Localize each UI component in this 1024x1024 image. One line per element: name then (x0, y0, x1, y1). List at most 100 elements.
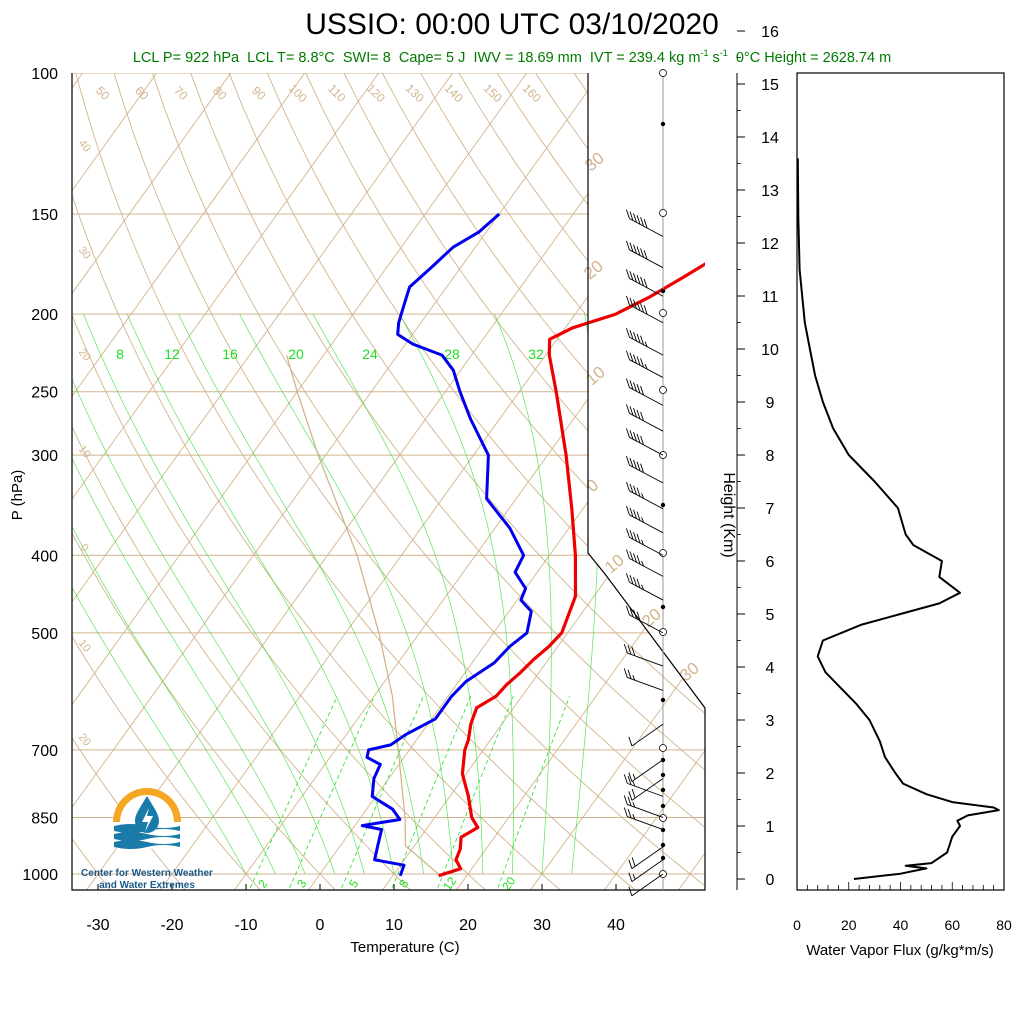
wind-barb-feather (633, 299, 637, 309)
wind-barb-half-feather (641, 539, 644, 546)
wind-level-dot (660, 803, 666, 809)
moist-adiabat-line (83, 313, 365, 875)
wind-barb-staff (629, 304, 664, 324)
height-axis-label: Height (Km) (720, 472, 737, 557)
wind-barb-feather (633, 609, 637, 619)
wind-barb-feather (626, 605, 630, 616)
chart-subtitle: LCL P= 922 hPa LCL T= 8.8°C SWI= 8 Cape=… (0, 48, 1024, 66)
wind-barb-feather (626, 481, 630, 492)
moist-adiabat-line (72, 313, 276, 875)
wind-barb-feather (633, 553, 637, 563)
wind-barb-feather (633, 532, 637, 542)
ivt-prefix: IVT = 239.4 kg m (589, 49, 701, 66)
wind-barb-feather (629, 430, 634, 440)
ivt-text: IVT = 239.4 kg m-1 s-1 (589, 48, 728, 66)
wind-barb-half-feather (632, 780, 636, 787)
wind-barb-feather (626, 549, 630, 559)
isotherm-line (231, 73, 705, 890)
mixing-ratio-label: 28 (444, 346, 460, 362)
wind-barb-feather (629, 530, 634, 540)
wind-barb-feather (626, 573, 630, 583)
wind-barb-feather (626, 456, 630, 466)
freezing-height-text: 0°C Height = 2628.74 m (735, 49, 892, 66)
theta-label: 10 (76, 638, 93, 655)
flux-tick-label: 60 (944, 917, 960, 933)
wind-barb-feather (631, 788, 636, 799)
theta-label: 40 (76, 138, 93, 155)
wind-barb-staff (629, 249, 664, 269)
theta-e-label: 10 (582, 362, 609, 389)
wind-barb-feather (636, 246, 641, 256)
wind-barb-staff (627, 652, 664, 667)
moist-adiabat-line (399, 313, 514, 874)
mixing-ratio-line (495, 696, 570, 890)
mixing-ratio-bottom-label: 5 (346, 877, 361, 891)
isotherm-line (453, 73, 705, 890)
wind-barb-feather (643, 218, 648, 229)
wind-barb-feather (640, 217, 645, 227)
isotherm-line (72, 73, 392, 890)
isotherm-label: 70 (171, 83, 191, 103)
wind-barb-feather (633, 509, 637, 519)
wind-barb-feather (636, 578, 641, 589)
wind-level-circle (659, 386, 667, 394)
wind-barb-feather (633, 382, 637, 392)
flux-tick-label: 40 (893, 917, 909, 933)
wind-barb-half-feather (632, 774, 636, 780)
wind-barb-feather (636, 384, 641, 394)
wind-barb-staff (631, 873, 664, 897)
wind-barb-feather (640, 276, 645, 287)
dry-adiabat-line (228, 73, 705, 890)
wind-barb-staff (629, 514, 664, 534)
isotherm-label: 120 (364, 81, 388, 105)
wind-barb-feather (626, 528, 630, 538)
wind-barb-staff (631, 859, 664, 882)
wind-barb-staff (627, 804, 664, 818)
wind-barb-staff (629, 436, 664, 456)
mixing-ratio-label: 12 (164, 346, 180, 362)
wind-barb-feather (626, 404, 630, 414)
wind-level-dot (660, 855, 666, 861)
wind-barb-feather (636, 301, 641, 311)
wind-barb-staff (629, 614, 664, 634)
height-tick-label: 2 (766, 766, 775, 783)
mixing-ratio-label: 32 (528, 346, 544, 362)
wind-barb-column (623, 69, 667, 897)
wind-barb-feather (636, 356, 641, 366)
wind-barb-feather (636, 461, 641, 471)
wind-barb-feather (626, 209, 630, 219)
cape-text: Cape= 5 J (398, 49, 466, 66)
wind-barb-staff (629, 464, 664, 484)
wind-barb-feather (626, 378, 630, 388)
height-tick-label: 4 (766, 660, 775, 677)
wind-barb-feather (629, 551, 634, 561)
mixing-ratio-line (286, 696, 375, 890)
height-tick-label: 14 (761, 130, 779, 147)
temperature-tick-label: 20 (459, 917, 477, 934)
moist-adiabat-line (126, 313, 395, 875)
parcel-path-line (285, 354, 439, 875)
isotherm-line (72, 73, 466, 890)
wind-barb-feather (629, 406, 634, 416)
wind-level-dot (660, 697, 666, 703)
temperature-tick-label: -20 (160, 917, 183, 934)
wind-barb-staff (629, 558, 664, 577)
wind-barb-feather (636, 215, 641, 225)
wind-barb-feather (623, 668, 628, 678)
swi-text: SWI= 8 (342, 49, 391, 66)
wind-barb-staff (629, 387, 664, 406)
wind-barb-feather (640, 385, 645, 396)
height-tick-label: 11 (762, 289, 779, 306)
pressure-tick-label: 400 (31, 548, 58, 565)
mixing-ratio-line (338, 696, 424, 890)
wind-barb-staff (629, 490, 664, 510)
moist-adiabat-line (72, 313, 247, 875)
isotherm-label: 150 (481, 81, 505, 105)
wind-barb-staff (631, 846, 664, 870)
dry-adiabat-line (266, 73, 705, 890)
flux-tick-label: 80 (996, 917, 1012, 933)
wind-barb-feather (643, 305, 648, 315)
height-tick-label: 9 (766, 395, 775, 412)
dry-adiabat-line (72, 73, 340, 890)
